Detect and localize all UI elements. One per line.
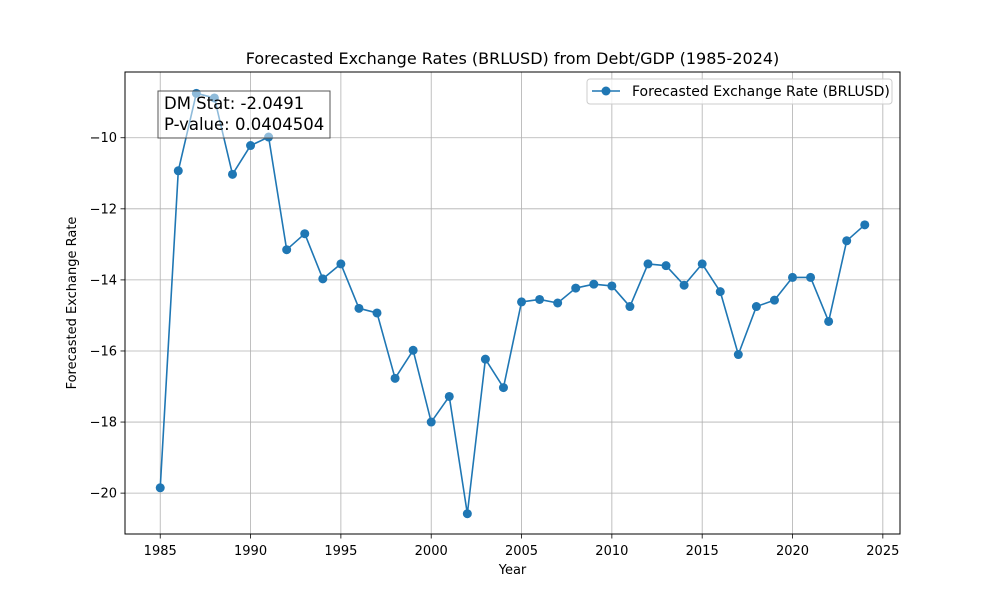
data-point [571,283,581,293]
y-tick-label: −20 [90,487,117,502]
data-point [498,383,508,393]
data-point [173,166,183,176]
data-point [408,345,418,355]
series-line [159,92,866,515]
data-point [788,272,798,282]
data-point [589,279,599,289]
p-value-text: P-value: 0.0404504 [164,115,324,134]
x-axis-title: Year [498,563,527,578]
x-tick-label: 1990 [234,544,267,559]
y-tick-label: −12 [90,202,117,217]
data-point [751,302,761,312]
x-tick-label: 2010 [595,544,628,559]
x-tick-label: 1995 [324,544,357,559]
data-point [462,509,472,519]
data-point [227,169,237,179]
data-point [715,287,725,297]
data-point [517,297,527,307]
data-point [480,354,490,364]
data-point [733,350,743,360]
data-point [679,280,689,290]
x-tick-label: 2000 [415,544,448,559]
y-axis-title: Forecasted Exchange Rate [65,217,80,390]
data-point [300,229,310,239]
data-point [282,245,292,255]
data-point [643,259,653,269]
legend-label: Forecasted Exchange Rate (BRLUSD) [632,84,890,100]
data-point [336,259,346,269]
chart-title: Forecasted Exchange Rates (BRLUSD) from … [246,49,780,68]
x-tick-label: 2020 [776,544,809,559]
data-point [607,281,617,291]
data-point [661,261,671,271]
y-tick-label: −18 [90,416,117,431]
dm-stat-annotation: DM Stat: -2.0491 P-value: 0.0404504 [157,90,331,139]
data-point [372,308,382,318]
data-point [354,303,364,313]
plot-frame [124,71,901,535]
legend-box [586,78,893,105]
data-point [426,417,436,427]
annotation-box [157,90,331,139]
data-point [155,483,165,493]
grid-lines [125,72,900,534]
y-tick-label: −14 [90,273,117,288]
data-point [444,391,454,401]
x-tick-label: 2005 [505,544,538,559]
legend-marker-swatch [601,86,611,96]
x-tick-label: 2015 [686,544,719,559]
data-point [318,274,328,284]
legend: Forecasted Exchange Rate (BRLUSD) [586,78,893,105]
data-point [697,259,707,269]
y-tick-label: −16 [90,344,117,359]
data-point [806,272,816,282]
data-point [824,316,834,326]
data-point [625,302,635,312]
data-point [842,236,852,246]
data-point [246,141,256,151]
data-point [390,373,400,383]
y-tick-label: −10 [90,131,117,146]
data-point [535,294,545,304]
dm-stat-text: DM Stat: -2.0491 [164,94,304,113]
data-point [553,298,563,308]
data-point [860,220,870,230]
axis-ticks: 1985 1990 1995 2000 2005 2010 2015 2020 2025 −20 −… [90,131,900,559]
data-point [769,295,779,305]
x-tick-label: 2025 [866,544,899,559]
plot-area [125,72,900,534]
x-tick-label: 1985 [144,544,177,559]
